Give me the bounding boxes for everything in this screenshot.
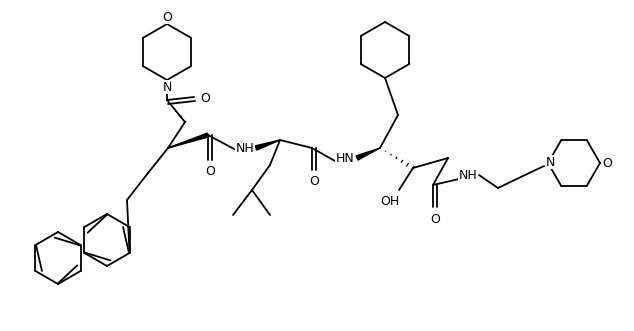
Text: N: N — [545, 156, 555, 168]
Text: O: O — [162, 11, 172, 24]
Polygon shape — [256, 140, 280, 150]
Polygon shape — [168, 133, 209, 148]
Text: O: O — [200, 91, 210, 105]
Text: NH: NH — [236, 141, 254, 155]
Text: HN: HN — [335, 152, 354, 165]
Text: O: O — [205, 165, 215, 177]
Text: O: O — [602, 157, 612, 169]
Text: N: N — [162, 80, 172, 93]
Text: O: O — [430, 213, 440, 225]
Text: O: O — [309, 174, 319, 187]
Text: NH: NH — [458, 168, 477, 181]
Polygon shape — [356, 148, 380, 160]
Text: OH: OH — [380, 195, 399, 208]
